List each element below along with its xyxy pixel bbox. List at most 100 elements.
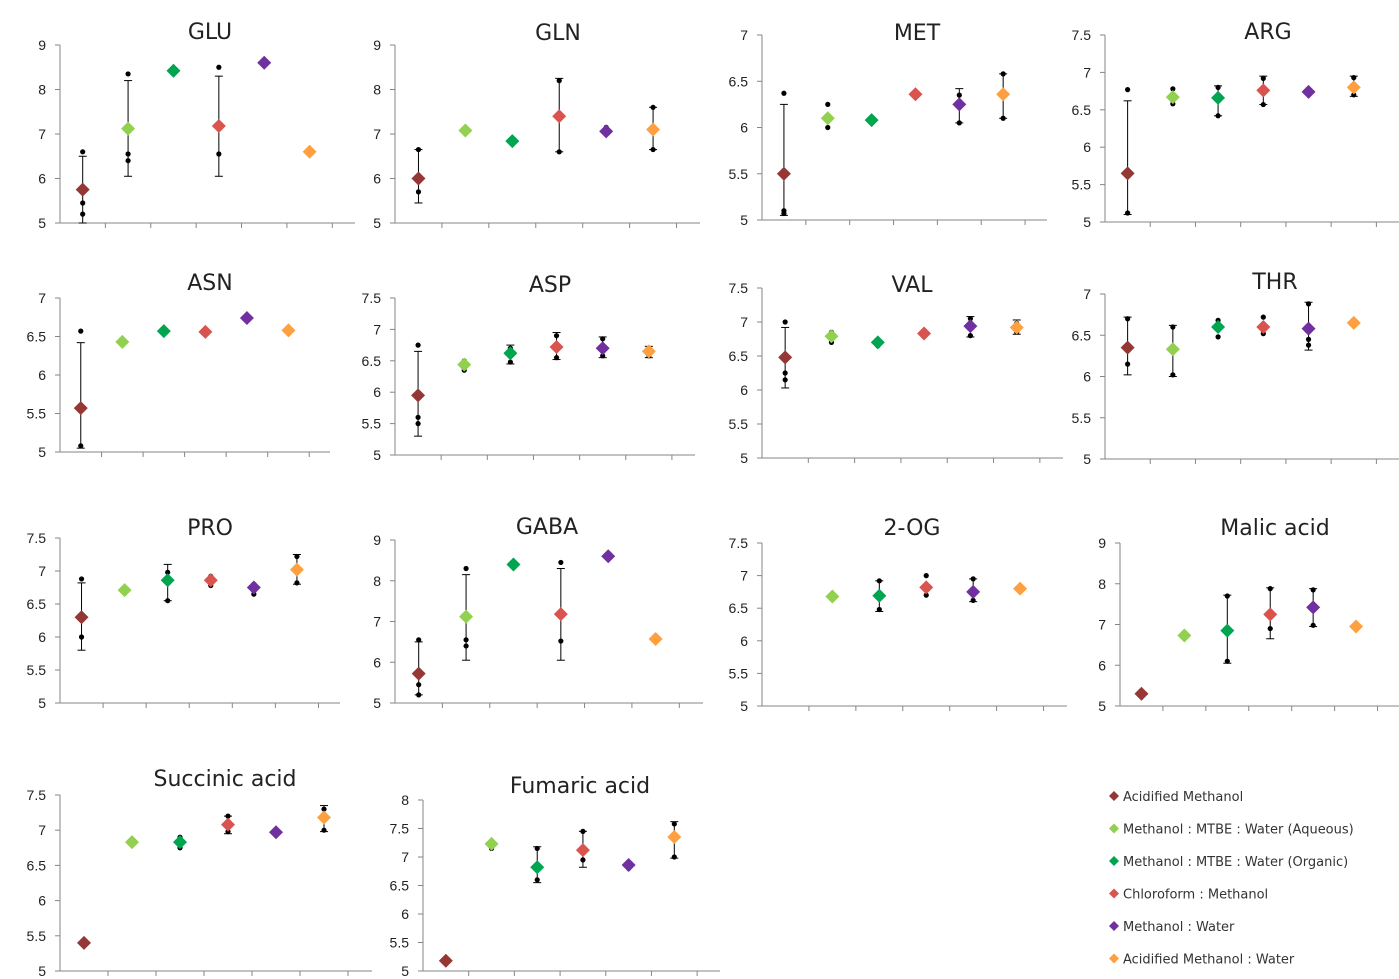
y-tick-label: 5 bbox=[1083, 451, 1091, 467]
replicate-point bbox=[580, 828, 586, 834]
mean-marker bbox=[506, 557, 521, 572]
panel-title: Malic acid bbox=[1220, 516, 1329, 541]
legend-label: Methanol : MTBE : Water (Aqueous) bbox=[1123, 823, 1354, 838]
y-tick-label: 7 bbox=[38, 290, 46, 306]
y-tick-label: 6 bbox=[373, 654, 381, 670]
mean-marker bbox=[1211, 320, 1226, 334]
replicate-point bbox=[507, 359, 513, 365]
replicate-point bbox=[78, 576, 85, 582]
mean-marker bbox=[503, 346, 518, 361]
mean-marker bbox=[75, 182, 90, 197]
replicate-point bbox=[1224, 593, 1230, 599]
mean-marker bbox=[1013, 581, 1028, 596]
mean-marker bbox=[601, 549, 616, 564]
y-tick-label: 6.5 bbox=[729, 73, 749, 89]
mean-marker bbox=[778, 350, 793, 365]
y-tick-label: 7 bbox=[38, 563, 46, 579]
y-tick-label: 7 bbox=[740, 568, 748, 584]
replicate-point bbox=[78, 328, 84, 334]
mean-marker bbox=[872, 588, 887, 603]
legend-marker bbox=[1109, 823, 1119, 834]
mean-marker bbox=[160, 573, 175, 588]
mean-marker bbox=[459, 609, 474, 624]
mean-marker bbox=[1165, 342, 1180, 357]
replicate-point bbox=[1125, 361, 1131, 367]
panel-fumaric-acid: Fumaric acid 8 7.5 7 6.5 6 5.5 5 bbox=[390, 774, 720, 979]
y-tick-label: 9 bbox=[373, 37, 381, 53]
replicate-point bbox=[463, 565, 469, 572]
mean-marker bbox=[302, 144, 317, 159]
panel-gln: GLN 9 8 7 6 5 bbox=[373, 21, 700, 231]
replicate-point bbox=[415, 342, 421, 348]
replicate-point bbox=[1310, 587, 1316, 593]
replicate-point bbox=[1305, 336, 1312, 342]
mean-marker bbox=[825, 589, 840, 604]
mean-marker bbox=[74, 610, 89, 625]
mean-marker bbox=[438, 953, 453, 968]
mean-marker bbox=[115, 334, 130, 349]
replicate-point bbox=[1215, 334, 1221, 340]
y-tick-label: 6.5 bbox=[729, 600, 749, 616]
panel-asn: ASN 7 6.5 6 5.5 5 bbox=[27, 271, 330, 460]
y-tick-label: 5.5 bbox=[27, 406, 47, 422]
legend-entry: Methanol : Water bbox=[1109, 920, 1235, 935]
replicate-point bbox=[416, 692, 422, 698]
mean-marker bbox=[996, 87, 1011, 102]
panel-title: GLN bbox=[535, 21, 581, 46]
y-tick-label: 9 bbox=[373, 532, 381, 548]
replicate-point bbox=[580, 857, 586, 863]
y-tick-label: 7.5 bbox=[729, 535, 749, 551]
y-tick-label: 7 bbox=[373, 126, 381, 142]
mean-marker bbox=[1306, 600, 1321, 615]
replicate-point bbox=[1267, 586, 1273, 592]
mean-marker bbox=[1211, 90, 1226, 105]
replicate-point bbox=[923, 573, 929, 579]
mean-marker bbox=[317, 810, 331, 825]
replicate-point bbox=[321, 827, 327, 833]
replicate-point bbox=[78, 634, 85, 640]
replicate-point bbox=[782, 319, 788, 325]
y-tick-label: 6 bbox=[38, 367, 46, 383]
replicate-point bbox=[1224, 658, 1230, 664]
replicate-point bbox=[80, 200, 86, 206]
mean-marker bbox=[211, 118, 226, 133]
mean-marker bbox=[870, 335, 885, 350]
mean-marker bbox=[1120, 340, 1135, 355]
mean-marker bbox=[575, 843, 590, 858]
replicate-point bbox=[1170, 86, 1176, 92]
replicate-point bbox=[1125, 210, 1131, 216]
y-tick-label: 6.5 bbox=[27, 329, 47, 345]
mean-marker bbox=[667, 830, 682, 845]
y-tick-label: 6 bbox=[740, 633, 748, 649]
y-tick-label: 7 bbox=[740, 27, 748, 43]
y-tick-label: 8 bbox=[373, 82, 381, 98]
replicate-point bbox=[416, 637, 422, 643]
panel-met: MET 7 6.5 6 5.5 5 bbox=[729, 21, 1047, 228]
y-tick-label: 5 bbox=[740, 698, 748, 714]
replicate-point bbox=[416, 682, 422, 688]
mean-marker bbox=[289, 562, 304, 577]
replicate-point bbox=[956, 120, 962, 126]
y-tick-label: 6.5 bbox=[27, 596, 47, 612]
panel-succinic-acid: Succinic acid 7.5 7 6.5 6 5.5 5 bbox=[27, 767, 372, 979]
replicate-point bbox=[1215, 113, 1221, 119]
panel-malic-acid: Malic acid 9 8 7 6 5 bbox=[1098, 516, 1399, 714]
mean-marker bbox=[595, 341, 610, 356]
panel-arg: ARG 7.5 7 6.5 6 5.5 5 bbox=[1072, 20, 1399, 230]
mean-marker bbox=[820, 111, 835, 126]
replicate-point bbox=[600, 353, 606, 359]
panel-title: ASP bbox=[529, 273, 571, 298]
y-tick-label: 6 bbox=[38, 171, 46, 187]
y-tick-label: 6 bbox=[401, 906, 409, 922]
panel-title: THR bbox=[1251, 270, 1297, 295]
panel-gaba: GABA 9 8 7 6 5 bbox=[373, 515, 703, 711]
legend-marker bbox=[1109, 953, 1119, 964]
mean-marker bbox=[1301, 84, 1316, 99]
y-tick-label: 6 bbox=[1098, 657, 1106, 673]
mean-marker bbox=[411, 388, 426, 403]
mean-marker bbox=[173, 835, 187, 850]
mean-marker bbox=[1220, 623, 1235, 638]
mean-marker bbox=[505, 134, 520, 149]
replicate-point bbox=[782, 377, 788, 383]
